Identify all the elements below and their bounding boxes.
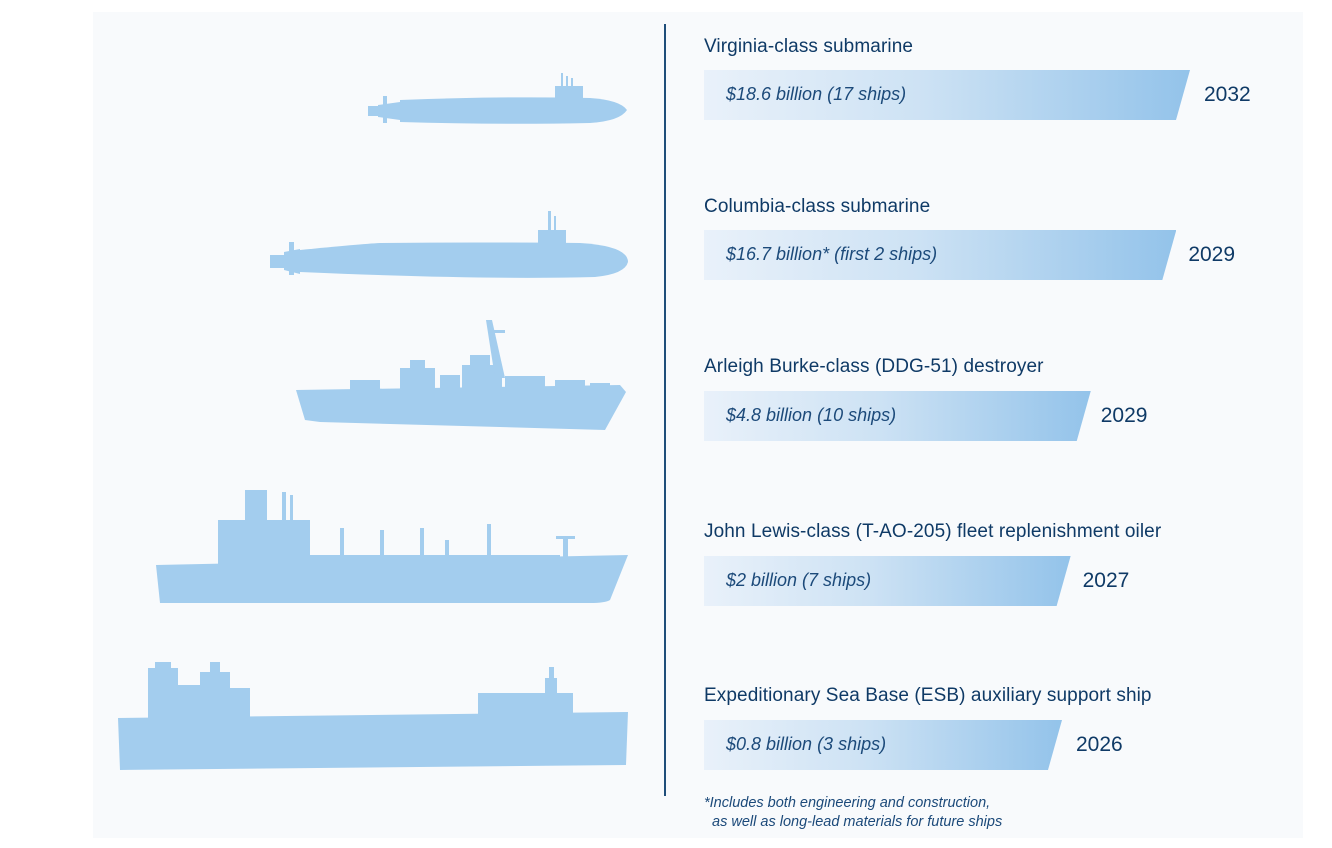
virginia-submarine-silhouette	[368, 73, 627, 124]
esb-silhouette	[118, 662, 628, 770]
cost-bar: $0.8 billion (3 ships)	[704, 720, 1062, 770]
ship-name: Arleigh Burke-class (DDG-51) destroyer	[704, 356, 1044, 377]
cost-bar: $16.7 billion* (first 2 ships)	[704, 230, 1176, 280]
columbia-submarine-silhouette	[270, 211, 628, 278]
destroyer-silhouette	[296, 320, 626, 430]
chart-background	[93, 12, 1303, 838]
divider-line	[664, 24, 666, 796]
completion-year: 2029	[1188, 243, 1236, 266]
bar-value-label: $2 billion (7 ships)	[726, 570, 872, 590]
completion-year: 2026	[1076, 733, 1123, 756]
footnote-line-1: *Includes both engineering and construct…	[704, 795, 991, 811]
ship-name: Columbia-class submarine	[704, 196, 931, 217]
oiler-silhouette	[156, 490, 628, 603]
completion-year: 2027	[1082, 569, 1130, 592]
footnote: *Includes both engineering and construct…	[704, 794, 1002, 832]
completion-year: 2032	[1204, 83, 1251, 106]
bar-value-label: $0.8 billion (3 ships)	[726, 734, 887, 754]
completion-year: 2029	[1100, 404, 1148, 427]
ship-name: John Lewis-class (T-AO-205) fleet replen…	[704, 521, 1162, 542]
footnote-line-2: as well as long-lead materials for futur…	[704, 814, 1003, 830]
bar-value-label: $4.8 billion (10 ships)	[726, 405, 897, 425]
ship-silhouettes	[118, 73, 628, 770]
cost-bar: $4.8 billion (10 ships)	[704, 391, 1091, 441]
cost-bar: $18.6 billion (17 ships)	[704, 70, 1190, 120]
bar-value-label: $18.6 billion (17 ships)	[726, 84, 907, 104]
cost-bar: $2 billion (7 ships)	[704, 556, 1071, 606]
ship-name: Virginia-class submarine	[704, 36, 914, 57]
ship-name: Expeditionary Sea Base (ESB) auxiliary s…	[704, 685, 1152, 706]
bar-value-label: $16.7 billion* (first 2 ships)	[726, 244, 938, 264]
